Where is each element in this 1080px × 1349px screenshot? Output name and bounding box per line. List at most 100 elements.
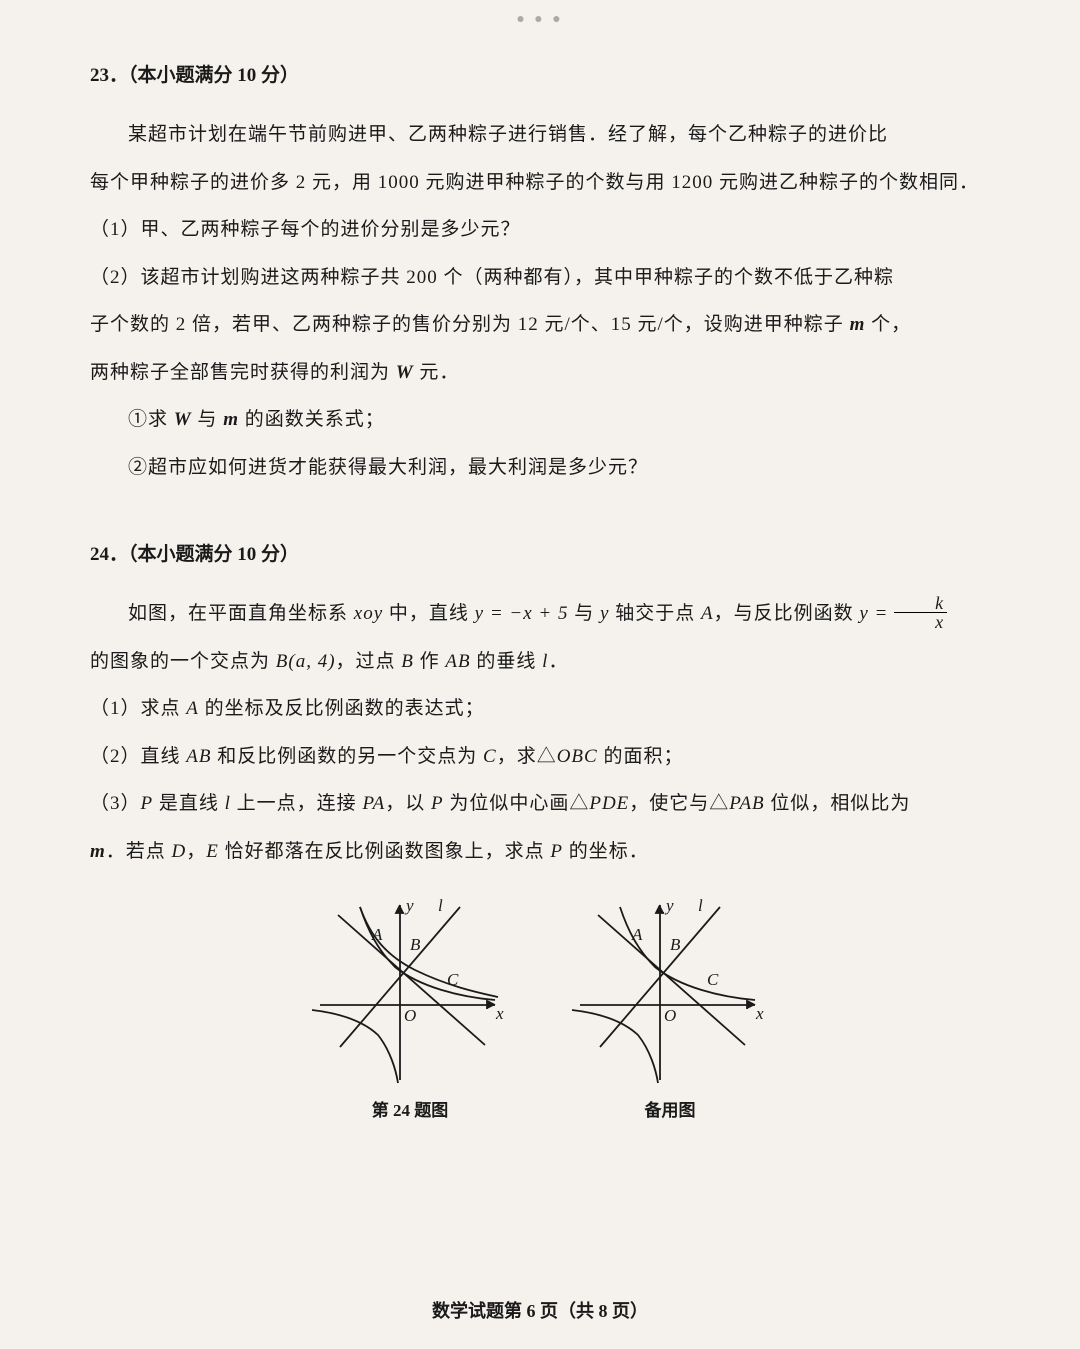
q24-s3h-d: 的坐标． (563, 841, 649, 862)
q24-s3h-D: D (172, 841, 187, 862)
q24-s3-PDE: PDE (589, 793, 629, 814)
q23-p1b: 每个甲种粽子的进价多 2 元，用 1000 元购进甲种粽子的个数与用 1200 … (90, 159, 990, 207)
header-dots: ● ● ● (516, 12, 563, 28)
q23-s2c-post: 元． (414, 362, 460, 383)
q24-s2-a: （2）直线 (90, 746, 186, 767)
q24-fig1: y x O l A B C 第 24 题图 (310, 895, 510, 1121)
page-footer: 数学试题第 6 页（共 8 页） (0, 1297, 1080, 1323)
q23-s2-1-W: W (174, 409, 192, 430)
q24-s3-PA: PA (362, 793, 385, 814)
q24-s2-c: ，求△ (497, 746, 557, 767)
q24-p2-AB: AB (445, 651, 470, 672)
q24-p1-d: 轴交于点 (609, 603, 701, 624)
q23-header: 23．（本小题满分 10 分） (90, 60, 990, 87)
q24-s3-b: 是直线 (153, 793, 225, 814)
q24-s3-g: 位似，相似比为 (765, 793, 911, 814)
q24-s2-AB: AB (186, 746, 211, 767)
axis-x-label-2: x (755, 1004, 764, 1023)
q24-figures: y x O l A B C 第 24 题图 (90, 895, 990, 1121)
q24-fig2: y x O l A B C 备用图 (570, 895, 770, 1121)
q24-s1-b: 的坐标及反比例函数的表达式； (199, 698, 485, 719)
q24-s3-e: 为位似中心画△ (444, 793, 590, 814)
q24-s2-C: C (483, 746, 497, 767)
q24-s2-d: 的面积； (598, 746, 684, 767)
point-B-label: B (410, 935, 421, 954)
q24-diagram-2: y x O l A B C (570, 895, 770, 1085)
q24-p2-B: B(a, 4) (276, 651, 336, 672)
line-l-label: l (438, 896, 443, 915)
q24-s3h-c: 恰好都落在反比例函数图象上，求点 (219, 841, 551, 862)
point-B-label-2: B (670, 935, 681, 954)
q24-frac-num: k (894, 594, 947, 613)
q24-p1: 如图，在平面直角坐标系 xoy 中，直线 y = −x + 5 与 y 轴交于点… (90, 590, 990, 638)
q24-s3-f: ，使它与△ (629, 793, 729, 814)
line-l-label-2: l (698, 896, 703, 915)
q24-s1-a: （1）求点 (90, 698, 186, 719)
q23-s2b-post: 个， (865, 314, 911, 335)
q23-s2b-m: m (850, 314, 866, 335)
q24-p2-a: 的图象的一个交点为 (90, 651, 276, 672)
q24-fig1-label: 第 24 题图 (310, 1096, 510, 1121)
origin-label-2: O (664, 1006, 676, 1025)
q24-p1-eq2lhs: y = (859, 603, 894, 624)
q24-s3h-E: E (206, 841, 219, 862)
q23-s2c-W: W (396, 362, 414, 383)
q24-s1: （1）求点 A 的坐标及反比例函数的表达式； (90, 685, 990, 733)
q24-s2-OBC: OBC (557, 746, 598, 767)
q24-fig2-label: 备用图 (570, 1096, 770, 1121)
q23-s2c-pre: 两种粽子全部售完时获得的利润为 (90, 362, 396, 383)
q24-p2: 的图象的一个交点为 B(a, 4)，过点 B 作 AB 的垂线 l． (90, 638, 990, 686)
q24-number: 24． (90, 544, 128, 565)
q24-s3h-m: m (90, 841, 106, 862)
q24-s3-a: （3） (90, 793, 141, 814)
q24-frac: kx (894, 594, 947, 631)
q24-s3h-b: ， (186, 841, 206, 862)
q23-s2c: 两种粽子全部售完时获得的利润为 W 元． (90, 349, 990, 397)
q23-s2-2: ②超市应如何进货才能获得最大利润，最大利润是多少元？ (90, 444, 990, 492)
question-23: 23．（本小题满分 10 分） 某超市计划在端午节前购进甲、乙两种粽子进行销售．… (90, 60, 990, 491)
q24-s3-P: P (141, 793, 154, 814)
question-24: 24．（本小题满分 10 分） 如图，在平面直角坐标系 xoy 中，直线 y =… (90, 539, 990, 1121)
point-A-label-2: A (631, 925, 643, 944)
point-C-label-2: C (707, 970, 719, 989)
axis-x-label: x (495, 1004, 504, 1023)
q23-s2b-pre: 子个数的 2 倍，若甲、乙两种粽子的售价分别为 12 元/个、15 元/个，设购… (90, 314, 850, 335)
q24-p1-A: A (701, 603, 714, 624)
axis-y-label: y (404, 896, 414, 915)
q24-s2-b: 和反比例函数的另一个交点为 (211, 746, 483, 767)
q24-p1-e: ，与反比例函数 (714, 603, 860, 624)
q23-p1a: 某超市计划在端午节前购进甲、乙两种粽子进行销售．经了解，每个乙种粽子的进价比 (90, 111, 990, 159)
q24-p2-c: 作 (414, 651, 446, 672)
q24-p1-xoy: xoy (354, 603, 383, 624)
q24-p2-b: ，过点 (336, 651, 402, 672)
q24-p2-e: ． (548, 651, 568, 672)
q24-s3-c: 上一点，连接 (231, 793, 363, 814)
axis-y-label-2: y (664, 896, 674, 915)
point-C-label: C (447, 970, 459, 989)
q24-s3h-P: P (550, 841, 563, 862)
q23-s2b: 子个数的 2 倍，若甲、乙两种粽子的售价分别为 12 元/个、15 元/个，设购… (90, 301, 990, 349)
origin-label: O (404, 1006, 416, 1025)
q24-s3h-a: ．若点 (106, 841, 172, 862)
q24-s3h: m．若点 D，E 恰好都落在反比例函数图象上，求点 P 的坐标． (90, 828, 990, 876)
q24-p2-B2: B (401, 651, 414, 672)
q23-s2-1-pre: ①求 (128, 409, 174, 430)
q23-s2-1-post: 的函数关系式； (239, 409, 385, 430)
q24-diagram-1: y x O l A B C (310, 895, 510, 1085)
q23-points: （本小题满分 10 分） (128, 65, 299, 86)
q23-s2-1-mid: 与 (192, 409, 224, 430)
q24-p2-d: 的垂线 (471, 651, 543, 672)
q23-number: 23． (90, 65, 128, 86)
q23-s2-1-m: m (223, 409, 239, 430)
point-A-label: A (371, 925, 383, 944)
q24-s3-PAB: PAB (729, 793, 764, 814)
q23-s1: （1）甲、乙两种粽子每个的进价分别是多少元？ (90, 206, 990, 254)
q24-p1-a: 如图，在平面直角坐标系 (128, 603, 354, 624)
q24-s1-A: A (186, 698, 199, 719)
q24-p1-eq1: y = −x + 5 (475, 603, 569, 624)
q23-s2-1: ①求 W 与 m 的函数关系式； (90, 396, 990, 444)
q24-frac-den: x (894, 613, 947, 631)
q23-s2a: （2）该超市计划购进这两种粽子共 200 个（两种都有），其中甲种粽子的个数不低… (90, 254, 990, 302)
q24-s3-P2: P (431, 793, 444, 814)
q24-s3-d: ，以 (385, 793, 431, 814)
